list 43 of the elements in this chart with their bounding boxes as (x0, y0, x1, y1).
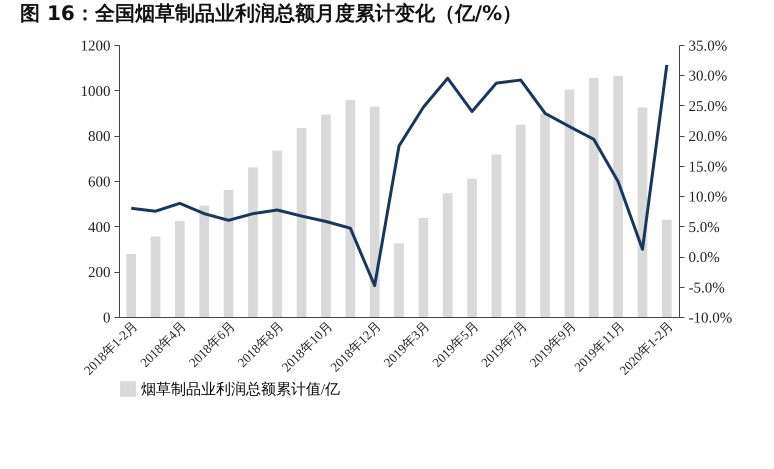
y2-tick-label: 0.0% (688, 250, 720, 266)
y2-tick-label: 25.0% (688, 98, 728, 115)
y2-tick-label: 20.0% (688, 129, 728, 146)
y2-tick-label: -5.0% (688, 280, 725, 296)
y2-tick-label: 10.0% (688, 190, 728, 206)
bar (492, 154, 502, 317)
bar (394, 243, 404, 317)
bar (613, 76, 623, 317)
bar (321, 114, 331, 317)
bar (662, 220, 672, 317)
bar (248, 167, 258, 317)
bar (588, 78, 599, 317)
y-tick-label: 800 (88, 129, 110, 146)
bar (345, 100, 356, 317)
y-tick-label: 1000 (80, 84, 110, 100)
line-series (130, 63, 668, 288)
bar (638, 107, 648, 317)
bar (467, 178, 477, 317)
bar (175, 221, 185, 317)
y-tick-label: 400 (88, 220, 110, 236)
y-tick-label: 600 (88, 174, 110, 190)
y-tick-label: 1200 (80, 38, 110, 54)
chart-title: 图 16：全国烟草制品业利润总额月度累计变化（亿/%） (20, 1, 522, 25)
bar (296, 128, 306, 317)
y-tick-label: 0 (103, 310, 110, 326)
legend-label: 烟草制品业利润总额累计值/亿 (141, 381, 340, 398)
y2-tick-label: 15.0% (688, 159, 728, 176)
bar (126, 254, 136, 317)
y2-tick-label: -10.0% (688, 310, 732, 326)
bar (418, 218, 428, 317)
bar (442, 193, 453, 317)
bar (516, 124, 526, 317)
y2-tick-label: 35.0% (688, 38, 728, 54)
bar (199, 205, 210, 317)
bar (224, 190, 234, 317)
bar (272, 150, 282, 317)
bar (564, 90, 574, 317)
bar (150, 236, 160, 317)
y2-tick-label: 5.0% (688, 220, 720, 236)
y-tick-label: 200 (88, 265, 110, 282)
y2-tick-label: 30.0% (688, 68, 728, 85)
bar (540, 113, 550, 317)
bar (370, 106, 380, 317)
